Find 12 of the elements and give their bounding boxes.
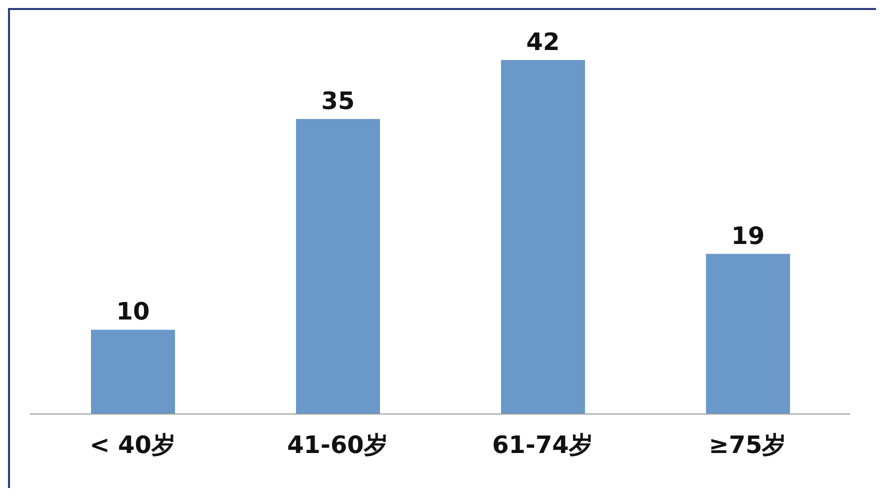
- data-label: 19: [731, 222, 765, 250]
- bar: [501, 60, 585, 414]
- x-tick-label: 41-60岁: [287, 431, 388, 460]
- x-tick-label: ≥75岁: [708, 431, 786, 460]
- data-label: 10: [116, 298, 150, 326]
- x-tick-label: 61-74岁: [492, 431, 593, 460]
- x-tick-label: < 40岁: [90, 431, 176, 460]
- data-label: 35: [321, 87, 355, 115]
- data-label: 42: [526, 28, 560, 56]
- bar: [296, 119, 380, 414]
- bar: [91, 330, 175, 414]
- bar: [706, 254, 790, 414]
